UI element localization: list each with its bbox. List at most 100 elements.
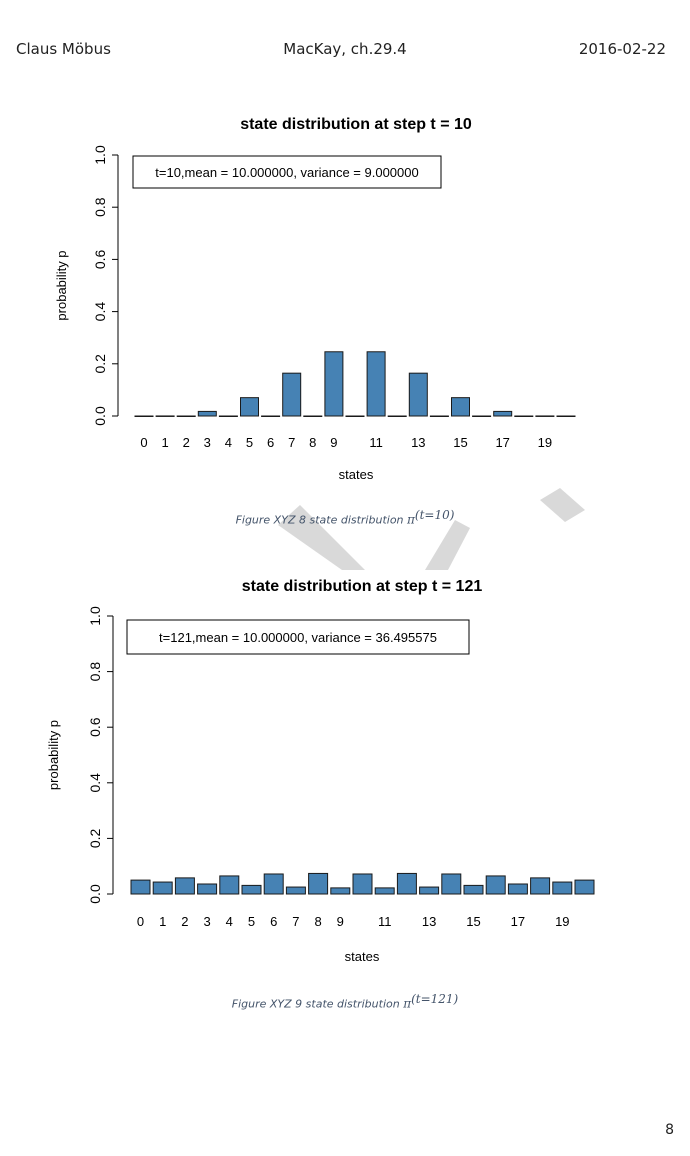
bar-state-5 — [241, 884, 262, 895]
x-tick-label: 13 — [411, 435, 425, 450]
x-tick-label: 4 — [225, 435, 232, 450]
bar-state-3 — [197, 883, 218, 895]
bar-state-12 — [396, 872, 417, 895]
bar-state-16 — [472, 415, 492, 417]
bar-state-2 — [176, 415, 196, 417]
bar-state-18 — [514, 415, 534, 417]
y-tick-label: 0.4 — [92, 302, 108, 322]
bar-state-15 — [463, 884, 484, 895]
x-tick-label: 13 — [422, 914, 436, 929]
y-tick-label: 0.8 — [87, 662, 103, 682]
bar-state-14 — [429, 415, 449, 417]
y-tick-label: 0.2 — [87, 828, 103, 848]
bar-state-3 — [197, 410, 217, 417]
x-tick-label: 9 — [330, 435, 337, 450]
x-tick-label: 17 — [495, 435, 509, 450]
x-axis-label: states — [345, 949, 380, 964]
x-tick-label: 8 — [314, 914, 321, 929]
y-tick-label: 0.2 — [92, 354, 108, 374]
bar-state-13 — [408, 372, 428, 417]
pi-symbol: π — [403, 996, 412, 1011]
bar-state-12 — [387, 415, 407, 417]
figure-caption-8: Figure XYZ 8 state distribution π(t=10) — [0, 508, 690, 527]
bar-state-6 — [261, 415, 281, 417]
bar-state-0 — [130, 879, 151, 895]
bar-state-20 — [556, 415, 576, 417]
figure-caption-9: Figure XYZ 9 state distribution π(t=121) — [0, 992, 690, 1011]
y-tick-label: 1.0 — [92, 145, 108, 165]
chart-title: state distribution at step t = 10 — [240, 116, 472, 133]
y-tick-label: 0.0 — [87, 884, 103, 904]
x-tick-label: 0 — [140, 435, 147, 450]
bar-state-1 — [155, 415, 175, 417]
x-tick-label: 8 — [309, 435, 316, 450]
chart-title: state distribution at step t = 121 — [242, 578, 483, 595]
x-tick-label: 1 — [159, 914, 166, 929]
x-axis-label: states — [339, 467, 374, 482]
x-tick-label: 3 — [204, 435, 211, 450]
y-tick-label: 0.0 — [92, 406, 108, 426]
header-reference: MacKay, ch.29.4 — [283, 40, 407, 58]
bar-state-4 — [218, 415, 238, 417]
y-tick-label: 0.6 — [92, 249, 108, 269]
bar-state-16 — [485, 875, 506, 895]
bar-state-5 — [240, 397, 259, 417]
header-date: 2016-02-22 — [578, 40, 666, 58]
bar-state-7 — [282, 372, 302, 417]
bar-state-19 — [535, 415, 555, 417]
legend-text: t=10,mean = 10.000000, variance = 9.0000… — [155, 165, 418, 180]
x-tick-label: 6 — [267, 435, 274, 450]
bar-state-17 — [507, 883, 528, 895]
legend-box — [132, 155, 442, 189]
y-axis-label: probability p — [54, 250, 69, 320]
bar-state-11 — [366, 351, 386, 417]
bar-state-17 — [493, 410, 513, 417]
y-tick-label: 0.6 — [87, 717, 103, 737]
bar-state-18 — [530, 877, 551, 895]
bar-state-20 — [574, 879, 595, 895]
y-tick-label: 1.0 — [87, 606, 103, 626]
bar-state-9 — [324, 351, 344, 417]
bar-state-15 — [451, 397, 470, 417]
watermark-stroke — [425, 520, 470, 570]
x-tick-label: 17 — [511, 914, 525, 929]
bar-state-10 — [352, 873, 373, 895]
x-tick-label: 11 — [378, 914, 392, 929]
bar-state-6 — [263, 873, 284, 895]
bar-state-2 — [174, 877, 195, 895]
bar-state-7 — [285, 886, 306, 895]
pi-symbol: π — [407, 512, 415, 527]
x-tick-label: 6 — [270, 914, 277, 929]
bar-state-14 — [441, 873, 462, 895]
chart-state-distribution-t10: state distribution at step t = 10 0.0 0.2 0… — [54, 116, 576, 482]
page-number: 8 — [665, 1122, 674, 1138]
x-tick-label: 15 — [466, 914, 480, 929]
bar-state-13 — [419, 886, 440, 895]
caption-text: Figure XYZ 8 state distribution — [235, 513, 408, 527]
bar-state-19 — [552, 881, 573, 895]
x-tick-label: 0 — [137, 914, 144, 929]
x-tick-label: 7 — [288, 435, 295, 450]
x-tick-label: 19 — [555, 914, 569, 929]
bar-state-1 — [152, 881, 173, 895]
bar-state-0 — [134, 415, 154, 417]
y-tick-label: 0.4 — [87, 773, 103, 793]
caption-superscript: (t=10) — [414, 508, 455, 522]
x-tick-label: 1 — [161, 435, 168, 450]
x-tick-label: 5 — [246, 435, 253, 450]
x-tick-label: 2 — [183, 435, 190, 450]
bar-state-8 — [308, 872, 329, 895]
x-tick-label: 4 — [226, 914, 233, 929]
caption-text: Figure XYZ 9 state distribution — [231, 997, 404, 1011]
caption-superscript: (t=121) — [411, 992, 459, 1006]
x-tick-label: 19 — [538, 435, 552, 450]
x-tick-label: 9 — [337, 914, 344, 929]
bar-state-4 — [219, 875, 240, 895]
x-tick-label: 2 — [181, 914, 188, 929]
bar-state-10 — [345, 415, 365, 417]
bar-state-11 — [374, 887, 395, 895]
legend-box — [126, 619, 470, 655]
x-tick-label: 15 — [453, 435, 467, 450]
x-tick-label: 7 — [292, 914, 299, 929]
y-tick-label: 0.8 — [92, 197, 108, 217]
